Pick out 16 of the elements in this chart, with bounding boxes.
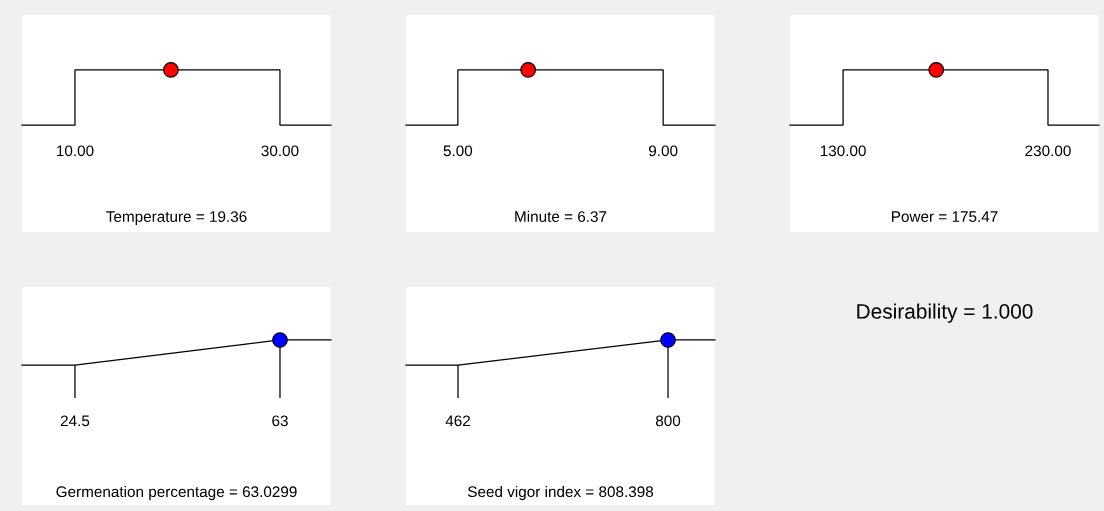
x-axis-title: Power = 175.47 <box>892 211 998 222</box>
x-axis-title: Germenation percentage = 63.0299 <box>56 485 297 501</box>
x-tick-label: 800 <box>655 415 681 427</box>
x-axis-title: Seed vigor index = 808.398 <box>467 485 654 501</box>
x-tick-label: 30.00 <box>261 145 299 157</box>
x-tick-label: 5.00 <box>443 145 473 157</box>
x-axis-title: Minute = 6.37 <box>515 210 607 222</box>
text: Desirability = 1.000 <box>857 303 1033 323</box>
x-axis-title: Temperature = 19.36 <box>106 211 247 226</box>
x-tick-label: 10.00 <box>57 145 94 157</box>
x-tick-label: 230.00 <box>1025 145 1071 157</box>
x-tick-label: 63 <box>272 415 288 427</box>
x-tick-label: 130.00 <box>820 145 866 157</box>
x-tick-label: 9.00 <box>649 145 678 157</box>
x-tick-label: 462 <box>445 415 470 427</box>
x-tick-label: 24.5 <box>60 415 90 427</box>
